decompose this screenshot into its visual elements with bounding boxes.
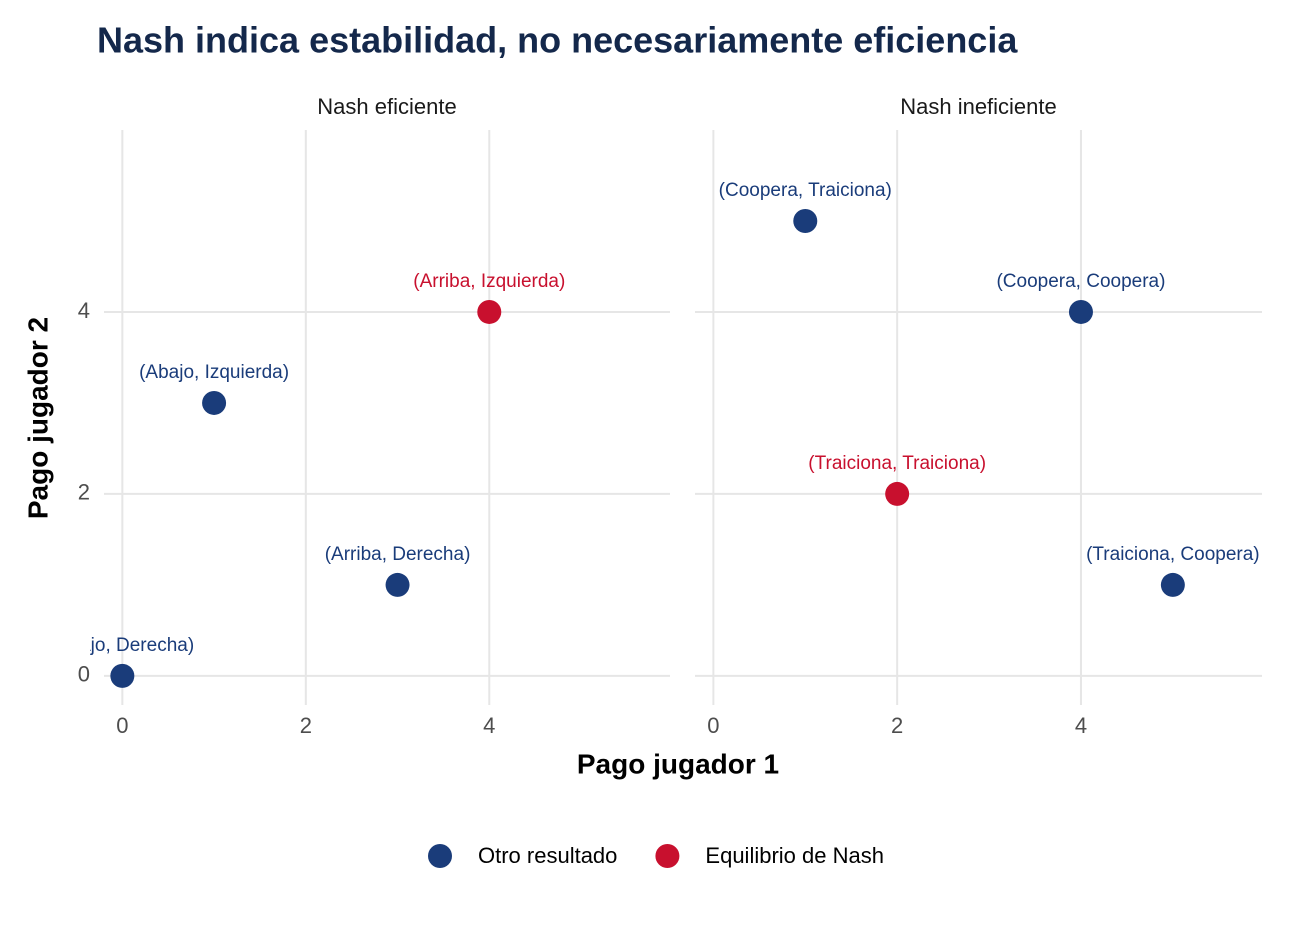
x-tick-label: 4	[1075, 713, 1087, 738]
x-tick-label: 0	[116, 713, 128, 738]
x-tick-label: 4	[483, 713, 495, 738]
panel-points: (Arriba, Izquierda) (Abajo, Izquierda) (Ar…	[51, 271, 565, 688]
point-label: (Coopera, Traiciona)	[719, 180, 892, 201]
legend-label: Equilibrio de Nash	[705, 843, 884, 868]
x-tick-label: 2	[300, 713, 312, 738]
point	[885, 481, 910, 506]
legend-marker	[655, 844, 680, 868]
y-tick-label: 4	[78, 298, 90, 323]
point	[793, 208, 818, 233]
panel-title: Nash eficiente	[317, 94, 456, 119]
point	[110, 663, 135, 688]
legend-marker	[428, 844, 452, 868]
y-tick-label: 0	[78, 662, 90, 687]
point-label: (Abajo, Derecha)	[51, 635, 195, 656]
x-axis-label: Pago jugador 1	[577, 748, 779, 779]
x-tick-label: 0	[707, 713, 719, 738]
chart-title: Nash indica estabilidad, no necesariamen…	[97, 20, 1018, 61]
y-axis-label: Pago jugador 2	[22, 317, 53, 519]
point-label: (Arriba, Izquierda)	[413, 271, 565, 292]
point-label: (Abajo, Izquierda)	[139, 362, 289, 383]
point-label: (Arriba, Derecha)	[325, 544, 471, 565]
legend-label: Otro resultado	[478, 843, 617, 868]
x-tick-label: 2	[891, 713, 903, 738]
point	[477, 299, 502, 324]
point	[1068, 299, 1093, 324]
point-label: (Traiciona, Coopera)	[1086, 544, 1260, 565]
point-label: (Coopera, Coopera)	[996, 271, 1165, 292]
panel-title: Nash ineficiente	[900, 94, 1057, 119]
point	[202, 390, 227, 415]
point	[1160, 572, 1185, 597]
y-tick-label: 2	[78, 480, 90, 505]
point-label: (Traiciona, Traiciona)	[808, 453, 986, 474]
panel-points: (Coopera, Traiciona) (Coopera, Coopera) (T…	[719, 180, 1260, 597]
point	[385, 572, 410, 597]
